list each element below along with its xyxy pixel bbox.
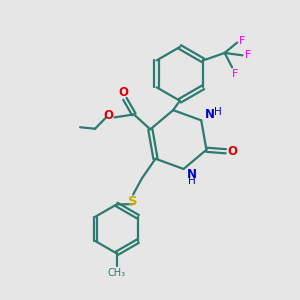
Text: O: O — [118, 86, 128, 99]
Text: O: O — [227, 145, 237, 158]
Text: F: F — [232, 69, 238, 79]
Text: S: S — [128, 195, 138, 208]
Text: H: H — [214, 107, 221, 117]
Text: F: F — [245, 50, 252, 60]
Text: N: N — [187, 168, 197, 181]
Text: O: O — [103, 109, 113, 122]
Text: F: F — [239, 36, 245, 46]
Text: CH₃: CH₃ — [108, 268, 126, 278]
Text: H: H — [188, 176, 196, 187]
Text: N: N — [205, 109, 214, 122]
